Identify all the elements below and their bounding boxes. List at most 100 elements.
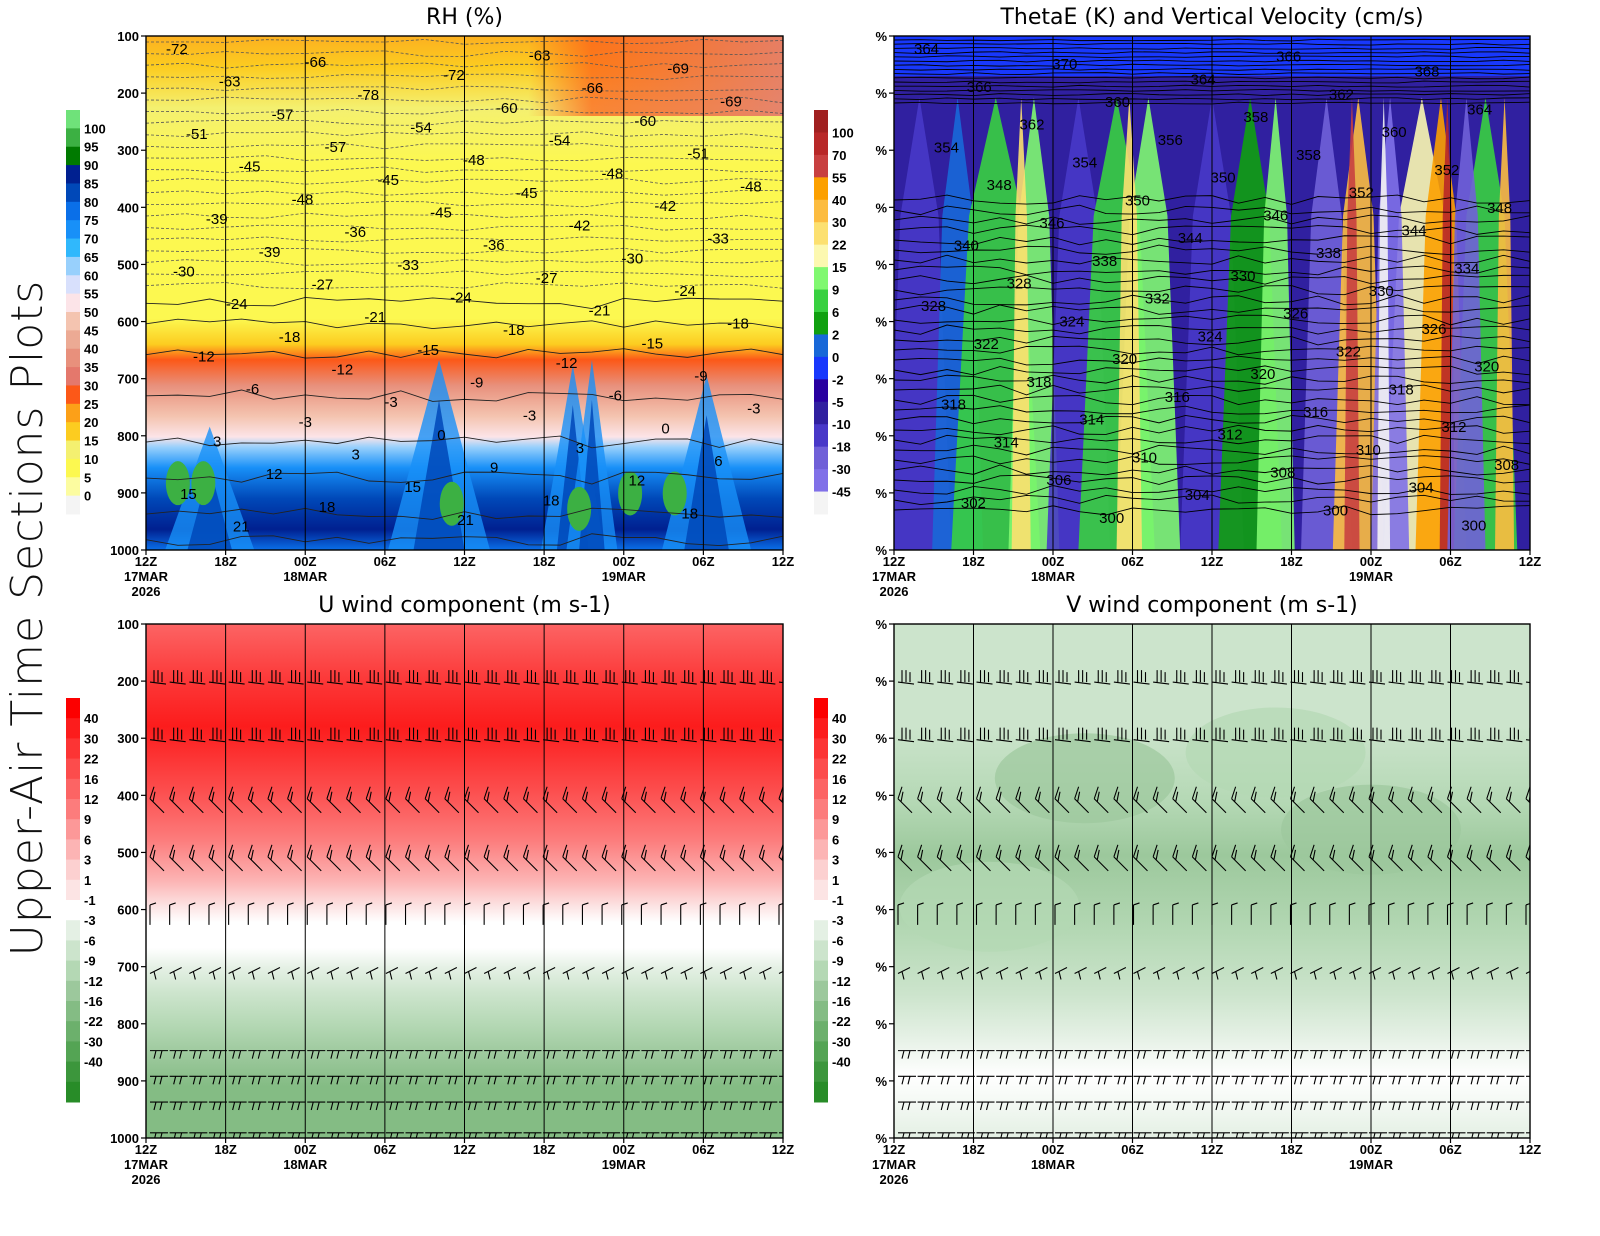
wind-barb (1447, 727, 1464, 743)
wind-barb (1054, 670, 1072, 685)
x-tick-date: 18MAR (283, 1157, 328, 1172)
colorbar-swatch (66, 879, 80, 901)
wind-barb (287, 902, 294, 925)
contour-label: 358 (1296, 147, 1321, 164)
y-tick-label: 600 (117, 315, 139, 330)
saturation-patch (567, 486, 592, 531)
contour-label: 316 (1303, 404, 1328, 421)
wind-barb (996, 727, 1013, 743)
y-tick-label: % (875, 86, 887, 101)
colorbar-swatch (814, 778, 828, 800)
wind-barb (503, 727, 520, 743)
wind-barb (405, 1075, 424, 1085)
wind-barb (208, 786, 224, 814)
wind-barb (1152, 902, 1160, 925)
wind-barb (405, 786, 420, 814)
wind-barb (897, 902, 905, 925)
colorbar-swatch (66, 440, 80, 460)
wind-barb (1388, 1101, 1407, 1111)
wind-barb (1055, 1101, 1073, 1111)
wind-barb (1388, 967, 1401, 980)
wind-barb (169, 670, 186, 685)
wind-barb (425, 670, 442, 685)
wind-barb (1133, 1050, 1152, 1059)
moist-plume-core (684, 415, 729, 550)
wind-barb (1113, 1075, 1132, 1085)
wind-barb (640, 844, 656, 872)
wind-barb (1270, 844, 1286, 872)
wind-barb (1329, 1050, 1348, 1059)
wind-barb (1055, 1075, 1073, 1085)
wind-barb (739, 1075, 758, 1085)
wind-barb (1231, 902, 1238, 925)
wind-barb (562, 670, 579, 685)
wind-barb (1074, 1075, 1093, 1085)
wind-barb (1486, 902, 1493, 925)
wind-barb (1251, 1075, 1270, 1085)
contour-label: 306 (1046, 472, 1071, 489)
colorbar-label: 0 (832, 350, 839, 365)
colorbar-label: -10 (832, 417, 851, 432)
colorbar-swatch (66, 403, 80, 423)
wind-barb (228, 1132, 247, 1138)
wind-barb (503, 1132, 522, 1138)
wind-barb (1074, 967, 1087, 980)
contour-label: -18 (503, 322, 525, 339)
wind-barb (1526, 1075, 1530, 1085)
wind-barb (975, 786, 991, 814)
wind-barb (641, 1050, 660, 1059)
wind-barb (307, 1101, 326, 1111)
wind-barb (1329, 786, 1345, 814)
colorbar-label: 15 (832, 260, 846, 275)
wind-barb (149, 727, 167, 743)
contour-label: 352 (1434, 162, 1459, 179)
wind-barb (719, 902, 727, 925)
contour-label: 304 (1409, 480, 1434, 497)
colorbar-swatch (66, 367, 80, 386)
wind-barb (1290, 967, 1303, 980)
colorbar-label: 35 (84, 360, 98, 375)
wind-barb (287, 727, 304, 743)
wind-barb (503, 844, 519, 872)
wind-barb (1427, 902, 1435, 925)
x-tick-time: 00Z (1042, 1142, 1064, 1157)
wind-barb (346, 786, 361, 814)
colorbar-label: -12 (832, 974, 851, 989)
contour-label: 348 (1487, 200, 1512, 217)
wind-barb (582, 1132, 601, 1138)
wind-barb (1348, 844, 1364, 872)
wind-barb (464, 1132, 483, 1138)
wind-barb (346, 902, 353, 925)
wind-barb (956, 844, 972, 872)
wind-barb (759, 967, 772, 980)
wind-barb (1329, 967, 1342, 980)
wind-barb (660, 786, 676, 814)
wind-barb (937, 967, 950, 980)
wind-barb (1369, 1075, 1387, 1085)
contour-label: -33 (707, 231, 729, 248)
wind-barb (680, 786, 696, 814)
contour-label: -60 (496, 100, 518, 117)
y-tick-label: 600 (117, 903, 139, 918)
wind-barb (996, 1101, 1015, 1111)
contour-label: 314 (994, 434, 1019, 451)
wind-barb (1526, 1101, 1530, 1111)
x-tick-time: 18Z (962, 554, 984, 569)
contour-label: 364 (914, 41, 939, 58)
wind-barb (228, 967, 241, 980)
plot-area (894, 36, 1530, 550)
wind-barb (267, 670, 285, 685)
wind-barb (267, 727, 285, 743)
colorbar-swatch (66, 819, 80, 840)
wind-barb (326, 786, 342, 814)
wind-barb (1034, 902, 1042, 925)
wind-barb (1153, 1050, 1172, 1059)
contour-label: 18 (319, 499, 336, 516)
wind-barb (937, 1075, 956, 1085)
wind-barb (621, 1101, 640, 1111)
wind-barb (700, 967, 713, 980)
contour-label: 356 (1158, 132, 1183, 149)
wind-barb (1113, 1050, 1132, 1059)
wind-barb (1251, 727, 1268, 743)
wind-barb (189, 1101, 208, 1111)
